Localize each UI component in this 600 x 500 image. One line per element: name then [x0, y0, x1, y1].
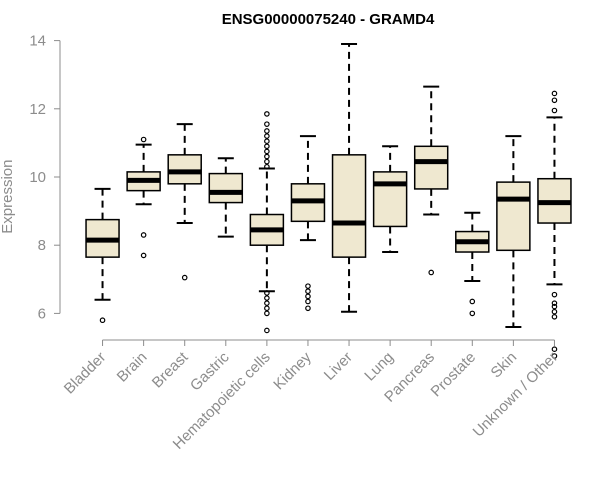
box-hematopoietic-cells	[249, 111, 285, 334]
outlier-point	[551, 291, 558, 298]
outlier-point	[551, 308, 558, 315]
x-tick-label: Bladder	[61, 349, 110, 398]
iqr-box	[331, 154, 367, 258]
outlier-point	[428, 269, 435, 276]
iqr-box	[413, 145, 449, 190]
outlier-point	[264, 300, 270, 306]
outlier-point	[551, 303, 558, 310]
outlier-point	[264, 128, 270, 134]
iqr-box	[372, 171, 408, 228]
y-tick-label: 12	[29, 101, 46, 118]
y-axis: 6 8 10 12 14	[29, 33, 61, 322]
outlier-point	[551, 90, 558, 97]
boxes-group	[85, 43, 572, 359]
x-tick-label: Kidney	[270, 348, 315, 393]
outlier-point	[264, 111, 270, 117]
x-tick-label: Brain	[114, 349, 151, 386]
outlier-point	[305, 293, 311, 300]
x-tick-label: Breast	[149, 348, 192, 391]
outlier-point	[264, 148, 270, 155]
iqr-box	[496, 181, 531, 252]
outlier-point	[305, 288, 311, 295]
box-breast	[167, 123, 202, 281]
outlier-point	[551, 97, 558, 104]
box-brain	[126, 136, 161, 259]
outlier-point	[551, 300, 558, 306]
iqr-box	[208, 172, 244, 204]
outlier-point	[264, 158, 270, 165]
outlier-point	[264, 327, 270, 334]
box-prostate	[455, 211, 490, 317]
outlier-point	[140, 136, 147, 143]
outlier-point	[264, 133, 270, 139]
box-lung	[372, 145, 408, 254]
outlier-point	[469, 298, 476, 305]
x-tick-label: Liver	[321, 349, 356, 384]
outlier-point	[140, 232, 147, 238]
y-tick-label: 10	[29, 169, 46, 186]
outlier-point	[264, 138, 270, 144]
chart-title: ENSG00000075240 - GRAMD4	[222, 11, 435, 28]
outlier-point	[551, 314, 558, 320]
y-tick-label: 6	[38, 305, 46, 322]
outlier-point	[305, 305, 311, 312]
x-tick-label: Skin	[488, 349, 521, 382]
outlier-point	[264, 290, 270, 296]
box-gastric	[208, 157, 244, 238]
box-liver	[331, 43, 367, 313]
outlier-point	[264, 310, 270, 317]
x-tick-label: Prostate	[428, 349, 480, 401]
outlier-point	[469, 310, 476, 317]
y-tick-label: 8	[38, 237, 46, 254]
outlier-point	[551, 346, 558, 353]
outlier-point	[264, 305, 270, 312]
outlier-point	[551, 353, 558, 359]
outlier-point	[305, 298, 311, 305]
iqr-box	[167, 154, 202, 185]
box-unknown-other	[537, 90, 572, 359]
box-pancreas	[413, 85, 449, 276]
box-bladder	[85, 187, 120, 324]
outlier-point	[181, 274, 188, 281]
y-tick-label: 14	[29, 33, 46, 50]
outlier-point	[264, 143, 270, 150]
outlier-point	[264, 153, 270, 160]
outlier-point	[264, 295, 270, 301]
outlier-point	[140, 252, 147, 259]
x-tick-label: Lung	[361, 349, 397, 385]
outlier-point	[99, 317, 106, 324]
y-axis-label: Expression	[0, 160, 16, 234]
outlier-point	[264, 163, 270, 170]
box-kidney	[290, 135, 326, 312]
outlier-point	[305, 283, 311, 289]
box-skin	[496, 135, 531, 329]
outlier-point	[264, 121, 270, 127]
outlier-point	[551, 107, 558, 114]
